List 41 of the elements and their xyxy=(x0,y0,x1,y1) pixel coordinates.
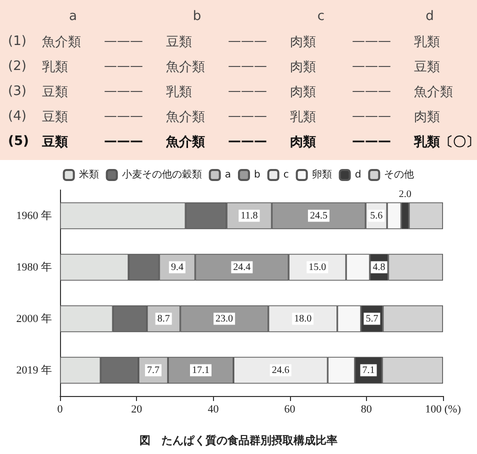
data-label: 17.1 xyxy=(192,364,210,376)
data-label: 7.7 xyxy=(147,364,160,376)
data-label: 24.5 xyxy=(310,210,328,222)
text: (2) 乳類 ——— 魚介類 ——— 肉類 ——— 豆類 xyxy=(8,59,440,74)
text: (5) 豆類 ——— 魚介類 ——— 肉類 ——— 乳類〔〇〕 xyxy=(8,134,477,150)
data-label: 7.1 xyxy=(362,364,375,376)
text: (3) 豆類 ——— 乳類 ——— 肉類 ——— 魚介類 xyxy=(8,84,453,100)
data-label: 11.8 xyxy=(240,210,258,222)
data-label: 5.7 xyxy=(366,313,378,324)
text: (1) 魚介類 ——— 豆類 ——— 肉類 ——— 乳類 xyxy=(8,34,440,50)
y-tick-label: 1960 年 xyxy=(16,210,52,222)
legend-label: c xyxy=(283,170,289,180)
x-tick-label: 80 xyxy=(360,404,372,416)
legend-label: d xyxy=(354,170,362,180)
legend-label: b xyxy=(254,170,260,180)
data-label: 2.0 xyxy=(398,188,412,200)
data-label: 8.7 xyxy=(157,313,170,324)
x-tick-label: 60 xyxy=(284,404,296,416)
data-label: 4.8 xyxy=(372,262,386,273)
data-label: 5.6 xyxy=(370,210,383,222)
legend-label: 小麦その他の穀類 xyxy=(122,168,202,180)
y-tick-label: 1980 年 xyxy=(16,261,52,274)
x-tick-label: 40 xyxy=(208,404,220,416)
data-label: 18.0 xyxy=(294,313,312,324)
data-label: 24.4 xyxy=(233,262,251,273)
text: 図 たんぱく質の食品群別摂取構成比率 xyxy=(140,434,338,447)
data-label: 24.6 xyxy=(272,364,290,376)
text: a b c d xyxy=(69,9,434,24)
legend-label: その他 xyxy=(384,168,414,180)
data-label: 23.0 xyxy=(216,313,234,324)
x-tick-label: 20 xyxy=(131,404,143,416)
legend-label: 卵類 xyxy=(312,168,332,180)
y-tick-label: 2000 年 xyxy=(16,312,52,325)
x-tick-label: 0 xyxy=(57,404,64,416)
text: (4) 豆類 ——— 魚介類 ——— 乳類 ——— 肉類 xyxy=(8,109,440,124)
x-tick-label: 100 (%) xyxy=(425,404,462,416)
data-label: 15.0 xyxy=(308,262,326,273)
legend-label: 米類 xyxy=(78,168,99,180)
data-label: 9.4 xyxy=(170,262,184,273)
y-tick-label: 2019 年 xyxy=(16,364,52,376)
legend-label: a xyxy=(224,170,231,180)
